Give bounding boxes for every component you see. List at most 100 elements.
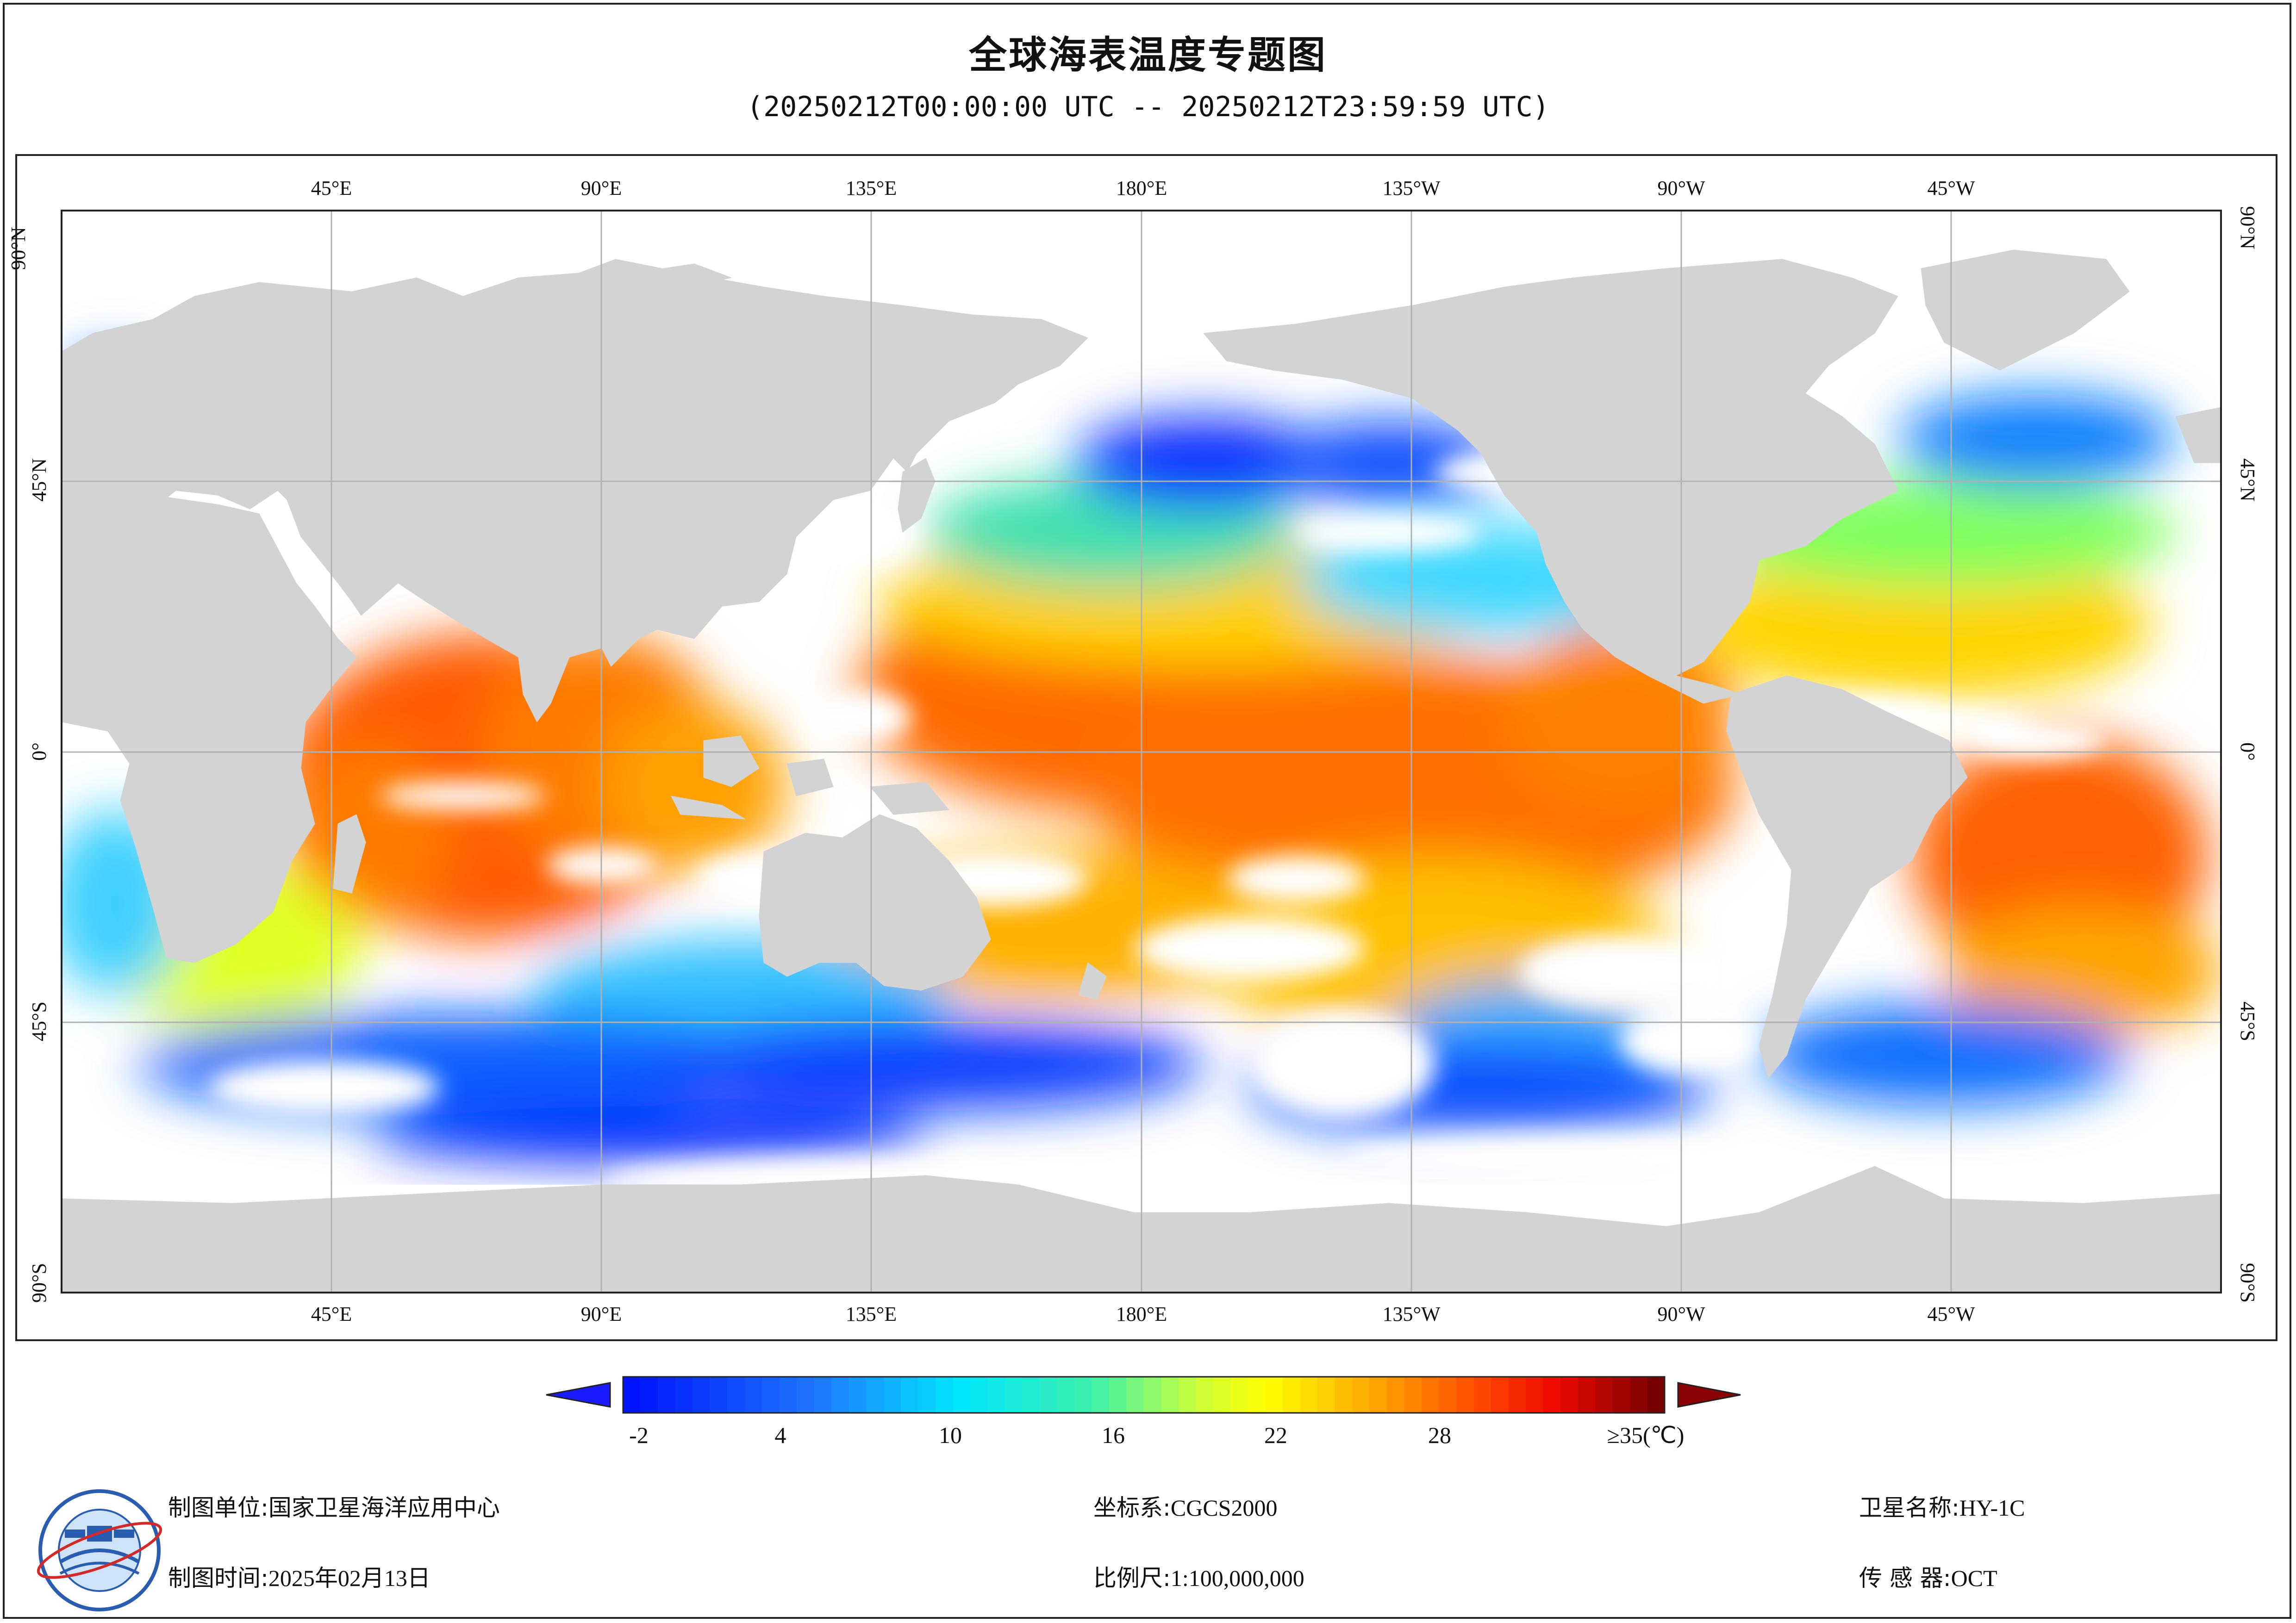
- colorbar-cell: [953, 1377, 971, 1413]
- colorbar-under-arrow: [546, 1382, 611, 1408]
- colorbar-cell: [936, 1377, 954, 1413]
- land-japan: [898, 458, 936, 533]
- colorbar-cell: [1473, 1377, 1491, 1413]
- producer-label: 制图单位:: [168, 1494, 268, 1521]
- page-border: [3, 3, 2291, 1619]
- colorbar-cell: [727, 1377, 745, 1413]
- colorbar-cell: [1179, 1377, 1197, 1413]
- map-frame: [15, 154, 2277, 1341]
- production-date-value: 2025年02月13日: [268, 1565, 430, 1591]
- land-africa: [62, 495, 357, 963]
- colorbar-cell: [1161, 1377, 1179, 1413]
- colorbar-cell: [797, 1377, 815, 1413]
- land-australia: [759, 814, 991, 991]
- colorbar-cell: [970, 1377, 988, 1413]
- satellite-field: 卫星名称:HY-1C: [1859, 1489, 2025, 1523]
- colorbar-cell: [901, 1377, 919, 1413]
- sensor-label: 传 感 器:: [1859, 1565, 1951, 1592]
- colorbar-cell: [1543, 1377, 1561, 1413]
- graticule: [62, 211, 2221, 1293]
- land-madagascar: [333, 814, 366, 894]
- land-maritime-se-asia: [671, 735, 949, 820]
- production-date-label: 制图时间:: [168, 1565, 268, 1592]
- lon-label-bottom-90e: 90°E: [580, 1303, 622, 1325]
- colorbar-cell: [1422, 1377, 1440, 1413]
- lon-label-bottom-135w: 135°W: [1382, 1303, 1441, 1325]
- colorbar-cell: [1404, 1377, 1422, 1413]
- lat-label-left-45n: 45°N: [28, 458, 50, 502]
- colorbar-cell: [987, 1377, 1005, 1413]
- sensor-value: OCT: [1951, 1565, 1997, 1591]
- scale-value: 1:100,000,000: [1170, 1565, 1304, 1591]
- colorbar-cell: [1612, 1377, 1630, 1413]
- colorbar-cell: [1005, 1377, 1023, 1413]
- land-eurasia: [62, 259, 1088, 722]
- colorbar-cell: [1040, 1377, 1058, 1413]
- scale-label: 比例尺:: [1093, 1565, 1171, 1592]
- colorbar-cell: [1265, 1377, 1283, 1413]
- colorbar-cell: [675, 1377, 693, 1413]
- lat-label-right-45n: 45°N: [2236, 458, 2259, 502]
- land-new-zealand: [1078, 962, 1107, 1000]
- colorbar-cell: [918, 1377, 936, 1413]
- land-greenland: [1921, 249, 2130, 371]
- colorbar-cell: [744, 1377, 762, 1413]
- lat-label-right-0: 0°: [2236, 742, 2259, 761]
- colorbar-cell: [623, 1377, 641, 1413]
- colorbar-cell: [1647, 1377, 1665, 1413]
- colorbar-cell: [1630, 1377, 1648, 1413]
- colorbar-cell: [710, 1377, 728, 1413]
- colorbar-cell: [1369, 1377, 1387, 1413]
- satellite-label: 卫星名称:: [1859, 1494, 1959, 1521]
- crs-label: 坐标系:: [1093, 1494, 1171, 1521]
- lon-label-top-135e: 135°E: [845, 177, 897, 199]
- colorbar-cell: [1456, 1377, 1474, 1413]
- colorbar-cell: [1196, 1377, 1214, 1413]
- map-inner-border: [61, 210, 2222, 1293]
- sensor-field: 传 感 器:OCT: [1859, 1560, 1997, 1593]
- colorbar-cell: [1144, 1377, 1162, 1413]
- map-title: 全球海表温度专题图: [968, 33, 1327, 77]
- colorbar-over-arrow: [1677, 1382, 1741, 1408]
- lat-label-left-0: 0°: [28, 742, 50, 761]
- colorbar-cell: [1213, 1377, 1231, 1413]
- colorbar-cell: [831, 1377, 849, 1413]
- colorbar-cell: [1092, 1377, 1110, 1413]
- colorbar-cell: [1578, 1377, 1596, 1413]
- producer-value: 国家卫星海洋应用中心: [268, 1495, 500, 1521]
- nsoas-logo: [37, 1489, 162, 1611]
- lon-label-bottom-90w: 90°W: [1657, 1303, 1705, 1325]
- colorbar-cell: [1248, 1377, 1266, 1413]
- crs-field: 坐标系:CGCS2000: [1093, 1489, 1277, 1523]
- lon-label-top-90e: 90°E: [580, 177, 622, 199]
- lon-label-top-45e: 45°E: [311, 177, 352, 199]
- land-south-america: [1726, 675, 1968, 1079]
- colorbar-border: [622, 1376, 1666, 1414]
- colorbar-cell: [1595, 1377, 1613, 1413]
- colorbar-label-neg2: -2: [629, 1422, 649, 1448]
- lat-label-right-90s: 90°S: [2236, 1262, 2259, 1303]
- scale-field: 比例尺:1:100,000,000: [1093, 1560, 1304, 1593]
- colorbar-label-16: 16: [1102, 1422, 1125, 1448]
- lon-label-top-135w: 135°W: [1382, 177, 1441, 199]
- colorbar-label-28: 28: [1428, 1422, 1451, 1448]
- colorbar-cell: [814, 1377, 832, 1413]
- colorbar-label-35: ≥35(℃): [1607, 1422, 1685, 1448]
- crs-value: CGCS2000: [1170, 1495, 1278, 1521]
- lat-label-left-90n: 90°N: [7, 227, 30, 270]
- colorbar-cell: [1439, 1377, 1457, 1413]
- lon-label-bottom-45w: 45°W: [1927, 1303, 1975, 1325]
- colorbar-cell: [866, 1377, 884, 1413]
- colorbar-cell: [1074, 1377, 1092, 1413]
- colorbar-cell: [779, 1377, 797, 1413]
- lat-label-left-45s: 45°S: [28, 1001, 50, 1042]
- lon-label-top-45w: 45°W: [1927, 177, 1975, 199]
- colorbar-cell: [1022, 1377, 1040, 1413]
- colorbar-cell: [849, 1377, 867, 1413]
- colorbar-cell: [1352, 1377, 1370, 1413]
- colorbar-cells: [623, 1377, 1665, 1413]
- lat-label-left-90s: 90°S: [28, 1262, 50, 1303]
- lat-label-right-45s: 45°S: [2236, 1001, 2259, 1042]
- colorbar-cell: [1230, 1377, 1248, 1413]
